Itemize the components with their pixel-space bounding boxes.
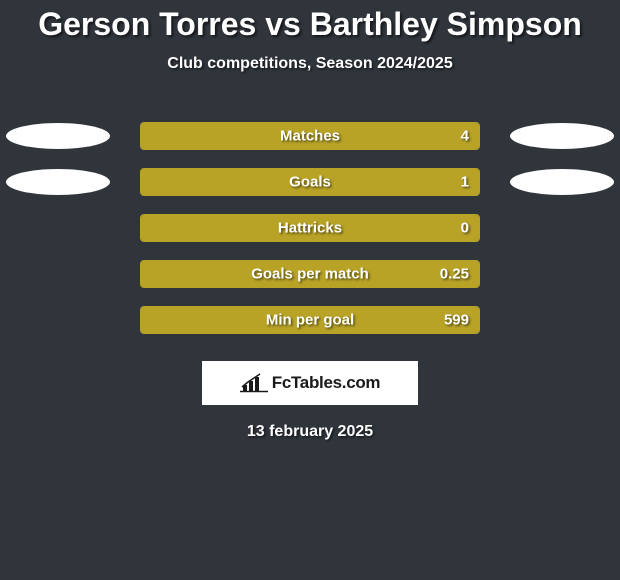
player1-photo-placeholder [6, 169, 110, 195]
stat-bar: Matches4 [140, 122, 480, 150]
player2-name: Barthley Simpson [310, 6, 582, 42]
stat-bar: Goals1 [140, 168, 480, 196]
source-badge: FcTables.com [202, 361, 418, 405]
player1-photo-placeholder [6, 123, 110, 149]
stat-value: 0.25 [440, 266, 469, 283]
stat-value: 599 [444, 312, 469, 329]
stat-label: Hattricks [141, 220, 479, 237]
subtitle: Club competitions, Season 2024/2025 [0, 55, 620, 73]
vs-label: vs [265, 6, 301, 42]
stat-label: Goals [141, 174, 479, 191]
source-text: FcTables.com [272, 373, 381, 393]
player2-photo-placeholder [510, 123, 614, 149]
stat-row: Matches4 [0, 113, 620, 159]
stat-bar: Goals per match0.25 [140, 260, 480, 288]
infographic-card: Gerson Torres vs Barthley Simpson Club c… [0, 0, 620, 441]
stat-value: 1 [461, 174, 469, 191]
player2-photo-placeholder [510, 169, 614, 195]
stat-row: Hattricks0 [0, 205, 620, 251]
stat-value: 4 [461, 128, 469, 145]
stat-row: Goals1 [0, 159, 620, 205]
page-title: Gerson Torres vs Barthley Simpson [0, 6, 620, 43]
stat-bar: Hattricks0 [140, 214, 480, 242]
stat-bar: Min per goal599 [140, 306, 480, 334]
stat-row: Goals per match0.25 [0, 251, 620, 297]
chart-icon [240, 373, 268, 393]
stat-value: 0 [461, 220, 469, 237]
stat-label: Matches [141, 128, 479, 145]
comparison-rows: Matches4Goals1Hattricks0Goals per match0… [0, 113, 620, 343]
stat-row: Min per goal599 [0, 297, 620, 343]
stat-label: Min per goal [141, 312, 479, 329]
footer-date: 13 february 2025 [0, 423, 620, 441]
player1-name: Gerson Torres [38, 6, 256, 42]
stat-label: Goals per match [141, 266, 479, 283]
